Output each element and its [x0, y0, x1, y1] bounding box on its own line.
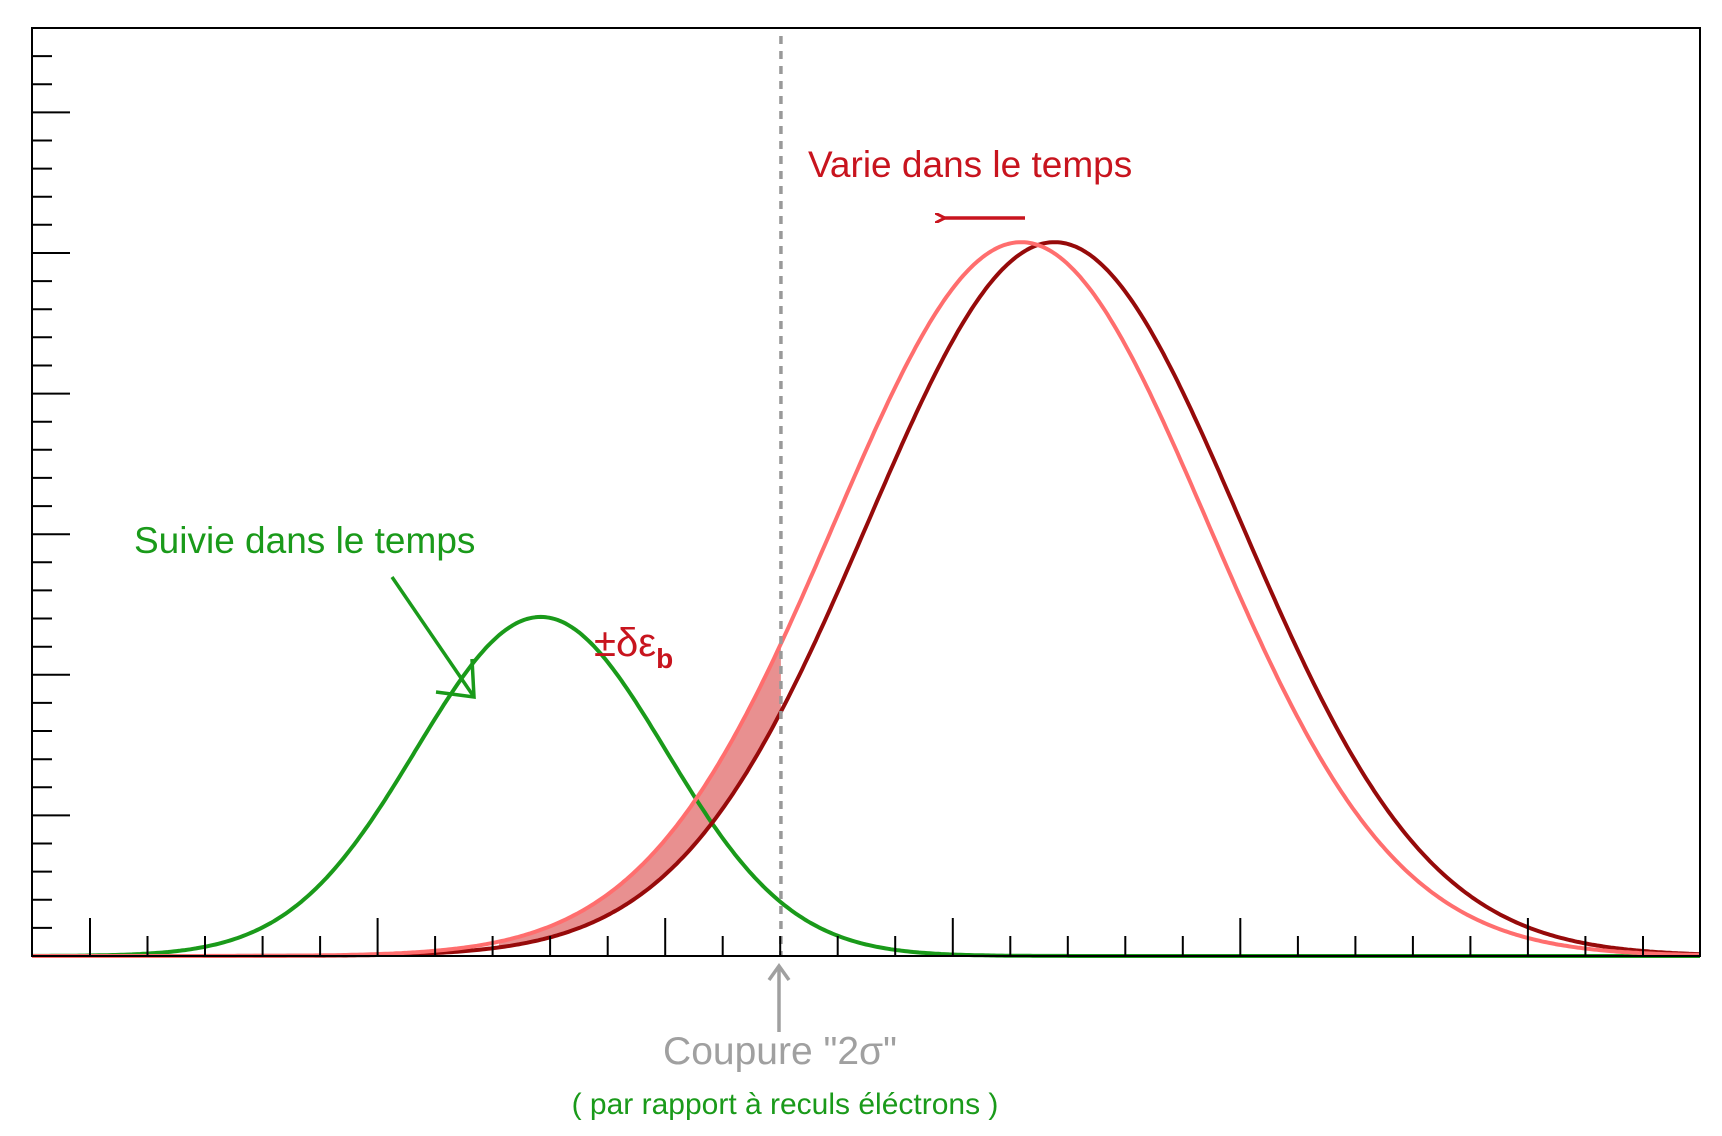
- delta-sub: b: [656, 643, 673, 674]
- delta-label: ±δεb: [594, 621, 673, 674]
- suivie-arrow: [390, 576, 476, 700]
- plot-frame: [31, 27, 1701, 957]
- curve-electron-recoils: [32, 240, 1701, 958]
- delta-efficiency-band: [499, 643, 781, 948]
- rapport-label: ( par rapport à reculs éléctrons ): [572, 1088, 999, 1121]
- varie-label: Varie dans le temps: [808, 144, 1132, 185]
- coupure-label: Coupure "2σ": [663, 1030, 897, 1073]
- coupure-arrow: [767, 962, 791, 1032]
- curve-electron-recoils-shifted: [32, 240, 1700, 958]
- y-axis-ticks: [32, 27, 70, 957]
- x-axis-ticks: [89, 918, 1644, 956]
- delta-text: ±δε: [594, 621, 656, 665]
- suivie-label: Suivie dans le temps: [134, 520, 475, 561]
